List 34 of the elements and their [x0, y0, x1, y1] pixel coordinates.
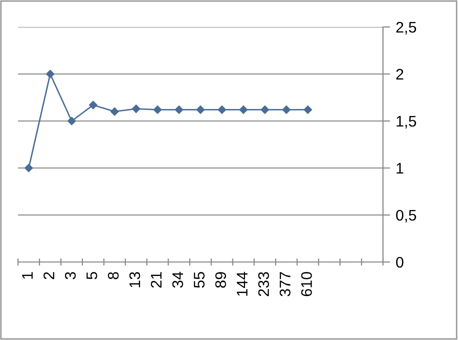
point: [239, 106, 248, 114]
x-tick-label: 8: [108, 272, 119, 280]
x-tick-label: 233: [258, 272, 270, 296]
x-tick-label: 21: [150, 272, 162, 288]
y-tick-label: 2,5: [396, 22, 416, 34]
y-tick-label: 0: [396, 256, 404, 268]
x-tick-label: 2: [43, 272, 54, 280]
point: [132, 104, 140, 113]
y-tick-label: 2: [396, 68, 404, 80]
x-tick-label: 5: [86, 272, 98, 280]
point: [196, 106, 205, 114]
x-tick-label: 144: [236, 272, 248, 296]
point: [174, 106, 184, 114]
x-tick-label: 3: [64, 272, 76, 280]
point: [304, 106, 312, 114]
x-tick-label: 13: [129, 272, 140, 288]
x-tick-label: 34: [172, 272, 184, 288]
point: [68, 116, 76, 126]
y-tick-label: 0,5: [396, 210, 416, 222]
point: [218, 106, 226, 114]
x-tick-label: 377: [280, 272, 290, 296]
point: [46, 70, 54, 78]
x-tick-label: 1: [22, 272, 33, 279]
y-tick-label: 1: [396, 163, 404, 174]
point: [110, 107, 119, 116]
point: [282, 106, 291, 114]
y-tick-label: 1,5: [396, 116, 416, 128]
point: [89, 100, 98, 110]
point: [153, 106, 162, 114]
point: [24, 164, 33, 172]
point: [260, 106, 270, 114]
x-tick-label: 89: [215, 272, 226, 288]
x-tick-label: 55: [194, 272, 205, 288]
x-tick-label: 610: [301, 272, 312, 296]
